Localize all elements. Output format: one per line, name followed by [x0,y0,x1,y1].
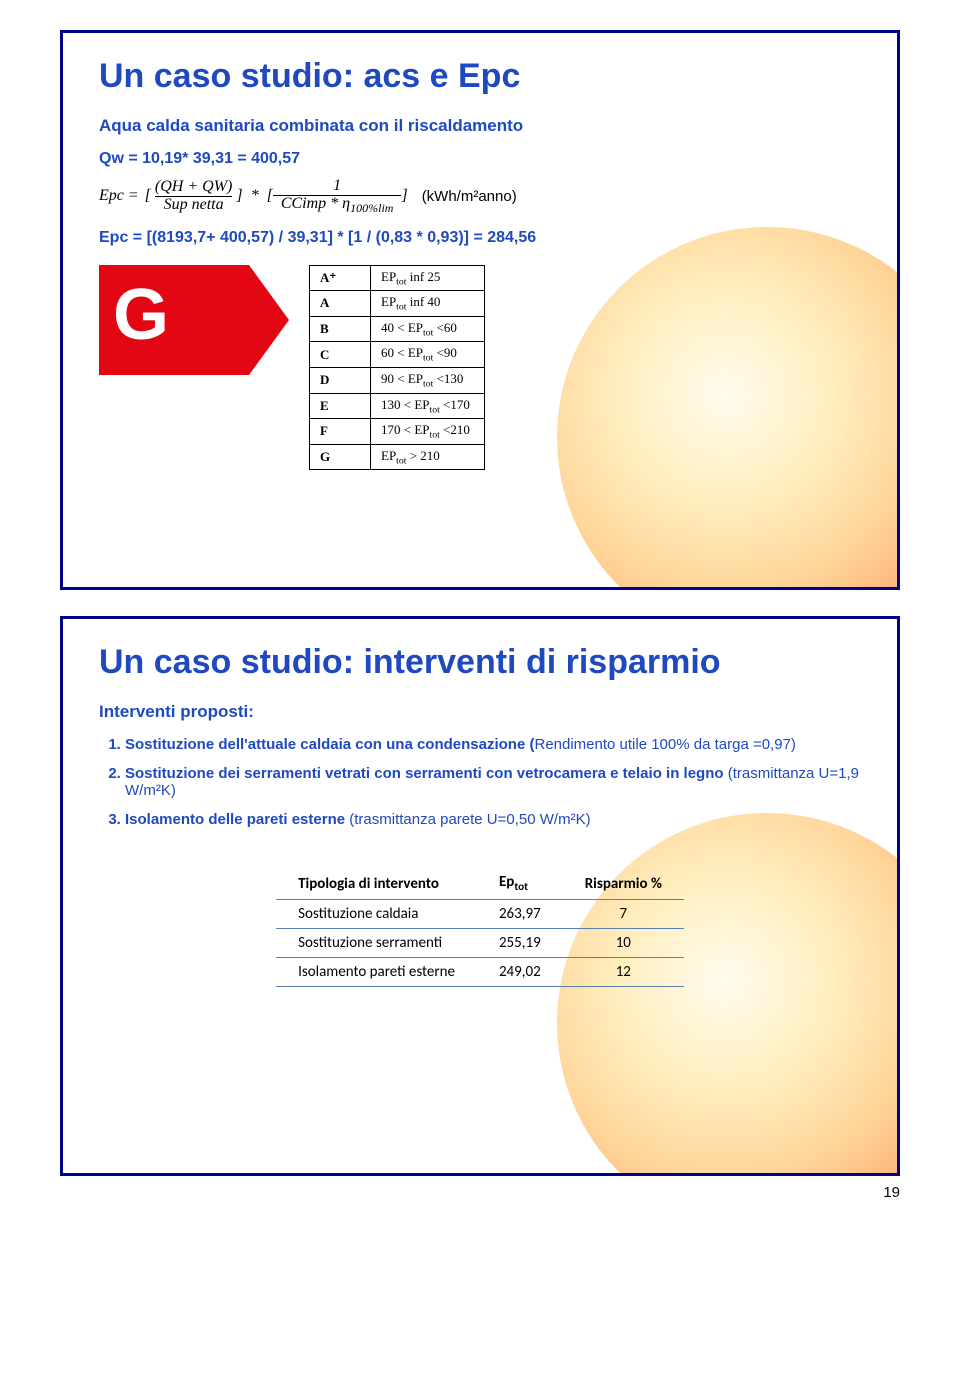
epc-numeric: Epc = [(8193,7+ 400,57) / 39,31] * [1 / … [99,229,861,247]
energy-class-arrow: G [99,265,289,375]
intervento-item: Isolamento delle pareti esterne (trasmit… [125,811,861,828]
qw-formula: Qw = 10,19* 39,31 = 400,57 [99,150,861,168]
result-table: Tipologia di intervento Eptot Risparmio … [276,868,684,987]
unit-label: (kWh/m²anno) [422,188,517,205]
col-ep: Eptot [477,868,563,900]
g-letter: G [113,279,169,351]
slide-2: Un caso studio: interventi di risparmio … [60,616,900,1176]
col-risparmio: Risparmio % [563,868,684,900]
page-number: 19 [60,1184,900,1201]
interventi-list: Sostituzione dell'attuale caldaia con un… [99,736,861,828]
epc-fraction-row: Epc = [ (QH + QW) Sup netta ] * [ 1 CCim… [99,178,861,215]
class-row: AEPtot inf 40 [310,291,485,317]
class-row: E130 < EPtot <170 [310,393,485,419]
epc-prefix: Epc = [99,187,139,205]
result-row: Sostituzione caldaia263,977 [276,900,684,929]
page: Un caso studio: acs e Epc Aqua calda san… [0,0,960,1231]
class-row: B40 < EPtot <60 [310,316,485,342]
class-row: D90 < EPtot <130 [310,367,485,393]
slide-1: Un caso studio: acs e Epc Aqua calda san… [60,30,900,590]
energy-row: G A⁺EPtot inf 25AEPtot inf 40B40 < EPtot… [99,265,861,471]
epc-fraction: [ (QH + QW) Sup netta ] * [ 1 CCimp * η1… [145,178,408,215]
class-row: A⁺EPtot inf 25 [310,265,485,291]
intervento-item: Sostituzione dell'attuale caldaia con un… [125,736,861,753]
energy-class-table: A⁺EPtot inf 25AEPtot inf 40B40 < EPtot <… [309,265,485,471]
intervento-item: Sostituzione dei serramenti vetrati con … [125,765,861,799]
result-row: Sostituzione serramenti255,1910 [276,929,684,958]
result-row: Isolamento pareti esterne249,0212 [276,958,684,987]
col-tipologia: Tipologia di intervento [276,868,477,900]
class-row: C60 < EPtot <90 [310,342,485,368]
class-row: GEPtot > 210 [310,444,485,470]
class-row: F170 < EPtot <210 [310,419,485,445]
slide2-title: Un caso studio: interventi di risparmio [99,643,861,682]
interventi-label: Interventi proposti: [99,702,861,722]
slide1-title: Un caso studio: acs e Epc [99,57,861,96]
slide1-subtitle: Aqua calda sanitaria combinata con il ri… [99,116,861,136]
